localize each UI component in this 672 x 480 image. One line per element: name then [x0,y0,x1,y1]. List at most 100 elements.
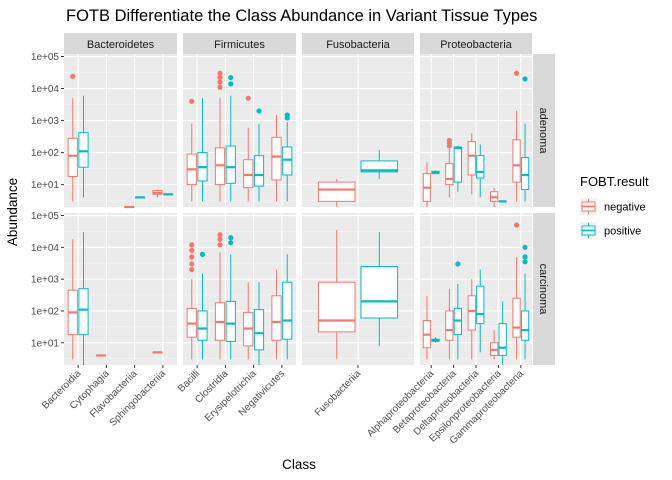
box-body [282,281,293,340]
boxplot-negative [67,239,78,360]
legend-title: FOBT.result [580,174,649,189]
y-axis-label: Abundance [5,178,20,246]
facet-strip [302,33,414,54]
boxplot-negative [214,232,226,360]
boxplot-negative [317,230,356,360]
boxplot-positive [225,235,236,360]
box-body [78,288,89,336]
panels-layer: Bacteroidetes Firmicutes Fusobacteria Prote… [31,33,555,446]
boxplot-negative [489,187,499,207]
panel-background [64,54,177,207]
outlier-point [70,73,76,79]
outlier-point [522,244,528,250]
outlier-point [245,95,251,101]
y-tick-label: 1e+04 [31,243,60,254]
outlier-point [228,74,234,81]
outlier-point [217,79,223,85]
box-body [78,132,89,168]
outlier-point [217,74,223,81]
legend-label: negative [604,202,646,214]
y-tick-label: 1e+02 [31,148,60,159]
outlier-point [522,254,528,260]
boxplot-positive [520,76,530,202]
boxplot-negative [95,354,107,357]
boxplot-positive [453,146,463,192]
boxplot-positive [498,200,507,203]
facet-strip-label: Fusobacteria [326,39,390,51]
box-body [476,155,485,179]
box-body [282,146,293,176]
outlier-point [256,108,262,114]
outlier-point [522,76,528,82]
facet-strip-label: Bacteroidetes [87,39,155,51]
box-body [520,310,530,341]
y-tick-label: 1e+03 [31,275,60,286]
outlier-point [455,261,461,267]
legend-key-negative [580,198,597,215]
boxplot-negative [186,242,197,360]
x-tick-label: Fusobacteriia [313,368,364,419]
box-body [317,281,356,333]
outlier-point [228,240,234,246]
boxplot-negative [422,295,432,360]
boxplot-positive [360,232,399,346]
y-tick-label: 1e+02 [31,306,60,317]
x-axis-label: Class [282,457,316,472]
box-body [498,323,507,356]
outlier-point [189,254,195,260]
boxplot-positive [520,244,530,360]
boxplot-negative [152,351,163,354]
boxplot-negative [445,288,454,360]
facet-strip [420,33,532,54]
box-body [476,285,485,325]
outlier-point [217,232,223,238]
boxplot-negative [467,279,476,360]
panel-background [183,213,296,365]
boxplot-positive [78,95,89,198]
y-tick-label: 1e+01 [31,338,60,349]
y-tick-label: 1e+05 [31,211,60,222]
box-body [512,297,521,338]
outlier-point [189,247,195,254]
boxplot-positive [134,196,146,199]
outlier-point [217,84,223,90]
outlier-point [446,137,452,144]
boxplot-negative [67,73,78,202]
box-body [467,141,476,176]
boxplot-positive [197,251,208,360]
box-body [520,157,530,191]
boxplot-negative [186,98,197,202]
row-strip-label: carcinoma [537,264,549,316]
box-body [445,310,454,341]
boxplot-positive [498,301,507,365]
outlier-point [189,242,195,248]
boxplot-positive [476,269,485,353]
legend: FOBT.result negative positive [580,174,649,239]
boxplot-negative [271,269,282,360]
outlier-point [522,259,528,265]
box-body [453,146,463,183]
boxplot-positive [253,108,265,202]
outlier-point [189,261,195,267]
row-strip-label: adenoma [537,108,549,155]
box-body [197,310,208,341]
boxplot-negative [512,222,521,360]
boxplot-positive [163,193,174,196]
boxplot-positive [197,98,208,202]
facet-strip [64,33,177,54]
outlier-point [228,235,234,241]
x-tick-label: Bacilli [176,368,202,394]
panel-background [183,54,296,207]
y-tick-label: 1e+04 [31,84,60,95]
box-body [225,300,236,342]
box-body [467,295,476,331]
outlier-point [189,98,195,104]
box-body [317,181,356,202]
boxplot-positive [453,261,463,360]
y-tick-label: 1e+01 [31,180,60,191]
outlier-point [284,112,290,118]
boxplot-negative [124,205,135,209]
outlier-point [189,266,195,273]
box-body [512,139,521,183]
